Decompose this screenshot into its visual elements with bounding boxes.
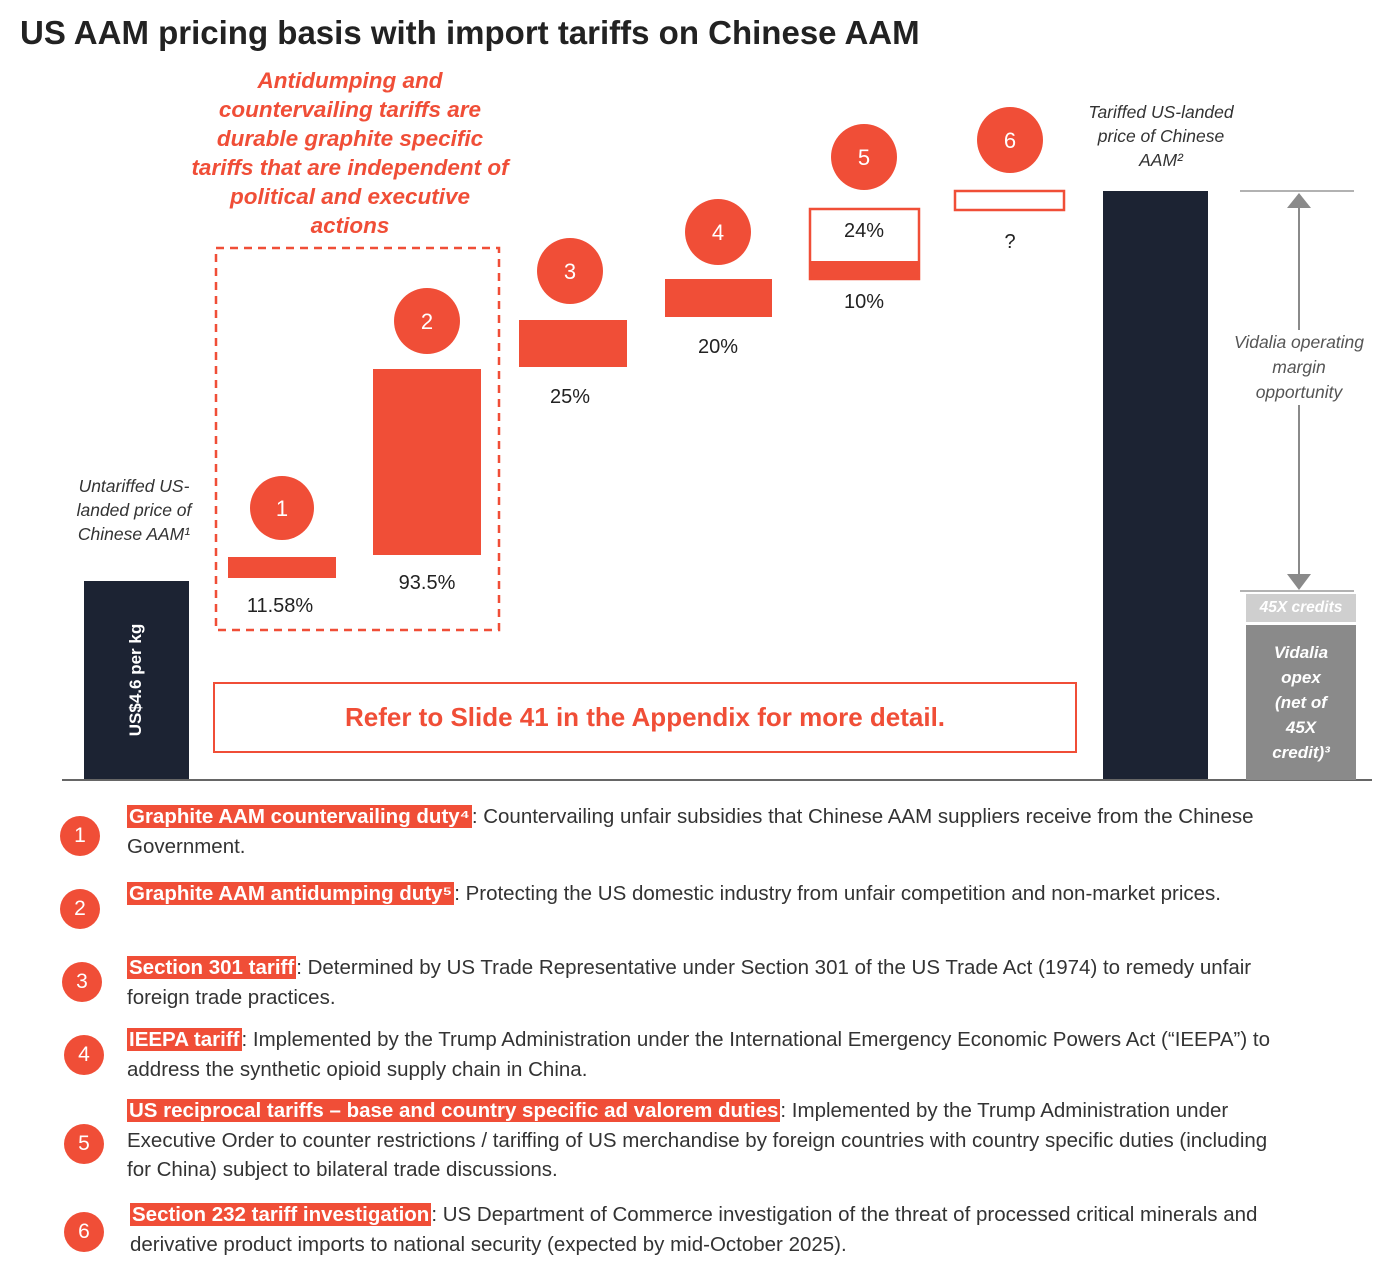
legend-desc-1: : Countervailing unfair subsidies that C… <box>127 805 1254 858</box>
step-2-marker: 2 <box>394 288 460 354</box>
margin-opportunity-label: Vidalia operating margin opportunity <box>1232 330 1366 405</box>
legend-key-6: Section 232 tariff investigation <box>130 1203 432 1226</box>
step-6-outline-bar <box>953 189 1066 212</box>
start-bar-value: US$4.6 per kg <box>84 590 188 770</box>
45x-credits-box: 45X credits <box>1246 594 1356 622</box>
legend-desc-4: : Implemented by the Trump Administratio… <box>127 1028 1271 1081</box>
legend-desc-3: : Determined by US Trade Representative … <box>127 956 1252 1009</box>
step-3-value-label: 25% <box>550 386 590 408</box>
opex-line-5: credit)³ <box>1272 743 1330 762</box>
durable-tariffs-bracket <box>214 246 501 632</box>
legend-text-4: IEEPA tariff: Implemented by the Trump A… <box>127 1025 1287 1084</box>
legend-desc-2: : Protecting the US domestic industry fr… <box>454 882 1221 905</box>
step-3-number: 3 <box>564 259 576 284</box>
step-5-marker: 5 <box>831 124 897 190</box>
legend-text-1: Graphite AAM countervailing duty⁴: Count… <box>127 802 1287 861</box>
legend-number-4: 4 <box>64 1035 104 1075</box>
step-1-number: 1 <box>276 496 288 521</box>
legend-key-4: IEEPA tariff <box>127 1028 242 1051</box>
legend-desc-5: : Implemented by the Trump Administratio… <box>127 1099 1268 1181</box>
legend-text-6: Section 232 tariff investigation: US Dep… <box>130 1200 1290 1259</box>
slide-title: US AAM pricing basis with import tariffs… <box>20 14 920 51</box>
legend-number-3: 3 <box>62 962 102 1002</box>
step-2-value-label: 93.5% <box>399 572 456 594</box>
margin-arrow-down-icon <box>1287 574 1311 590</box>
legend-key-3: Section 301 tariff <box>127 956 297 979</box>
step-3-bar <box>519 320 627 367</box>
opex-line-3: (net of <box>1275 693 1327 712</box>
opex-line-2: opex <box>1281 668 1321 687</box>
step-4-bar <box>665 279 772 317</box>
step-5-solid-bar <box>810 261 919 279</box>
legend-text-5: US reciprocal tariffs – base and country… <box>127 1096 1287 1185</box>
step-5-outline-bar <box>808 207 921 281</box>
legend-number-1: 1 <box>60 816 100 856</box>
step-5-number: 5 <box>858 145 870 170</box>
legend-text-2: Graphite AAM antidumping duty⁵: Protecti… <box>127 879 1287 909</box>
legend-text-3: Section 301 tariff: Determined by US Tra… <box>127 953 1287 1012</box>
margin-arrow-up-icon <box>1287 193 1311 208</box>
opex-line-1: Vidalia <box>1273 643 1329 662</box>
step-6-value-label: ? <box>1004 231 1015 253</box>
step-4-marker: 4 <box>685 199 751 265</box>
waterfall-chart: 1 2 3 4 5 6 11.58% 93.5% 25% 20% 10% 24%… <box>62 107 1372 781</box>
step-4-number: 4 <box>712 220 724 245</box>
step-2-number: 2 <box>421 309 433 334</box>
start-bar-label: Untariffed US-landed price of Chinese AA… <box>76 476 192 544</box>
legend-key-2: Graphite AAM antidumping duty⁵ <box>127 882 455 905</box>
vidalia-opex-box: Vidalia opex (net of 45X credit)³ <box>1246 625 1356 780</box>
legend-key-5: US reciprocal tariffs – base and country… <box>127 1099 781 1122</box>
start-bar-value-text: US$4.6 per kg <box>126 623 146 737</box>
legend-number-5: 5 <box>64 1124 104 1164</box>
start-bar <box>84 581 189 780</box>
step-6-number: 6 <box>1004 128 1016 153</box>
end-bar-label: Tariffed US-landed price of Chinese AAM² <box>1088 102 1234 170</box>
legend-key-1: Graphite AAM countervailing duty⁴ <box>127 805 472 828</box>
legend-number-6: 6 <box>64 1212 104 1252</box>
end-bar <box>1103 191 1208 780</box>
legend-desc-6: : US Department of Commerce investigatio… <box>130 1203 1258 1256</box>
step-5-outline-value-label: 24% <box>844 220 884 242</box>
opex-line-4: 45X <box>1285 718 1317 737</box>
durable-tariffs-callout: Antidumping and countervailing tariffs a… <box>191 68 509 238</box>
refer-appendix-note: Refer to Slide 41 in the Appendix for mo… <box>213 682 1077 753</box>
step-1-marker: 1 <box>250 476 314 540</box>
step-1-bar <box>228 557 336 578</box>
step-5-solid-value-label: 10% <box>844 291 884 313</box>
step-2-bar <box>373 369 481 555</box>
step-1-value-label: 11.58% <box>247 595 314 617</box>
legend-number-2: 2 <box>60 889 100 929</box>
step-3-marker: 3 <box>537 238 603 304</box>
step-6-marker: 6 <box>977 107 1043 173</box>
step-4-value-label: 20% <box>698 336 738 358</box>
